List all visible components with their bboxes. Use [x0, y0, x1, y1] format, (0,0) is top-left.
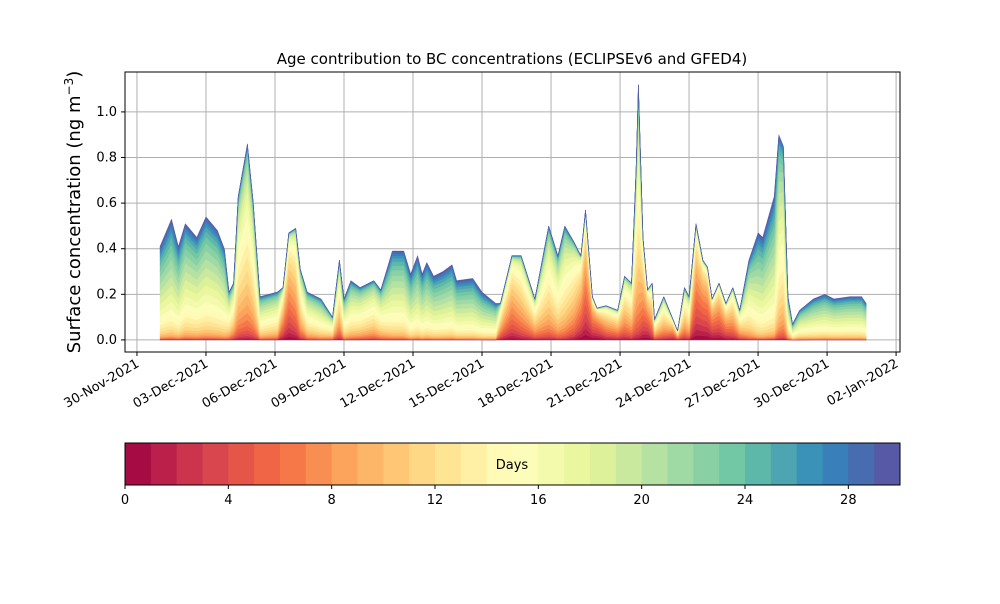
plot-frame	[124, 71, 901, 353]
colorbar-swatch	[435, 443, 462, 485]
colorbar-swatch	[331, 443, 358, 485]
colorbar-swatch	[383, 443, 410, 485]
colorbar-swatch	[409, 443, 436, 485]
colorbar-swatch	[538, 443, 565, 485]
colorbar-swatch	[176, 443, 203, 485]
y-axis-ticks: 0.0 0.2 0.4 0.6 0.8 1.0	[96, 105, 125, 348]
colorbar-swatch	[280, 443, 307, 485]
x-tick-label: 12-Dec-2021	[338, 356, 418, 411]
y-tick-label: 0.2	[96, 287, 117, 302]
colorbar-swatch	[202, 443, 229, 485]
colorbar-tick-label: 28	[840, 493, 857, 508]
colorbar	[124, 442, 901, 486]
x-tick-label: 06-Dec-2021	[200, 356, 280, 411]
colorbar-tick-label: 20	[633, 493, 650, 508]
colorbar-label: Days	[496, 458, 529, 473]
x-tick-label: 30-Nov-2021	[62, 356, 142, 411]
age-layer-day-29	[159, 84, 867, 332]
x-tick-label: 15-Dec-2021	[407, 356, 487, 411]
colorbar-tick-label: 8	[328, 493, 336, 508]
colorbar-swatch	[719, 443, 746, 485]
y-tick-label: 0.8	[96, 151, 117, 166]
colorbar-tick-label: 0	[121, 493, 129, 508]
colorbar-swatch	[745, 443, 772, 485]
x-tick-label: 24-Dec-2021	[614, 356, 694, 411]
colorbar-frame	[124, 442, 901, 486]
x-tick-label: 09-Dec-2021	[269, 356, 349, 411]
colorbar-swatch	[357, 443, 384, 485]
y-tick-label: 0.4	[96, 242, 117, 257]
x-tick-label: 30-Dec-2021	[752, 356, 832, 411]
colorbar-ticks: 0 4 8 12 16 20 24 28	[121, 485, 857, 508]
colorbar-swatch	[822, 443, 849, 485]
x-tick-label: 21-Dec-2021	[545, 356, 625, 411]
colorbar-tick-label: 16	[530, 493, 547, 508]
colorbar-swatch	[641, 443, 668, 485]
x-tick-label: 02-Jan-2022	[824, 356, 901, 409]
x-tick-label: 27-Dec-2021	[683, 356, 763, 411]
colorbar-swatch	[770, 443, 798, 485]
x-axis-ticks: 30-Nov-202103-Dec-202106-Dec-202109-Dec-…	[62, 352, 901, 412]
colorbar-swatch	[615, 443, 643, 485]
colorbar-swatch	[254, 443, 281, 485]
colorbar-swatch	[512, 443, 539, 485]
colorbar-tick-label: 12	[427, 493, 444, 508]
colorbar-swatch	[796, 443, 823, 485]
colorbar-swatch	[590, 443, 617, 485]
y-tick-label: 0.6	[96, 196, 117, 211]
colorbar-swatch	[305, 443, 333, 485]
y-tick-label: 1.0	[96, 105, 117, 120]
colorbar-swatch	[874, 443, 901, 485]
colorbar-tick-label: 24	[737, 493, 754, 508]
colorbar-swatch	[228, 443, 255, 485]
y-axis-label: Surface concentration (ng m−3)	[62, 71, 85, 354]
colorbar-swatch	[693, 443, 720, 485]
y-tick-label: 0.0	[96, 333, 117, 348]
chart-title: Age contribution to BC concentrations (E…	[277, 50, 748, 68]
x-tick-label: 03-Dec-2021	[131, 356, 211, 411]
colorbar-swatch	[460, 443, 488, 485]
colorbar-swatch	[667, 443, 694, 485]
colorbar-tick-label: 4	[224, 493, 232, 508]
colorbar-swatch	[125, 443, 152, 485]
colorbar-swatch	[848, 443, 875, 485]
colorbar-swatch	[486, 443, 513, 485]
colorbar-swatch	[564, 443, 591, 485]
y-axis-label-superscript: −3	[62, 78, 76, 96]
colorbar-swatch	[150, 443, 178, 485]
x-tick-label: 18-Dec-2021	[476, 356, 556, 411]
stacked-area-layers	[159, 84, 867, 341]
